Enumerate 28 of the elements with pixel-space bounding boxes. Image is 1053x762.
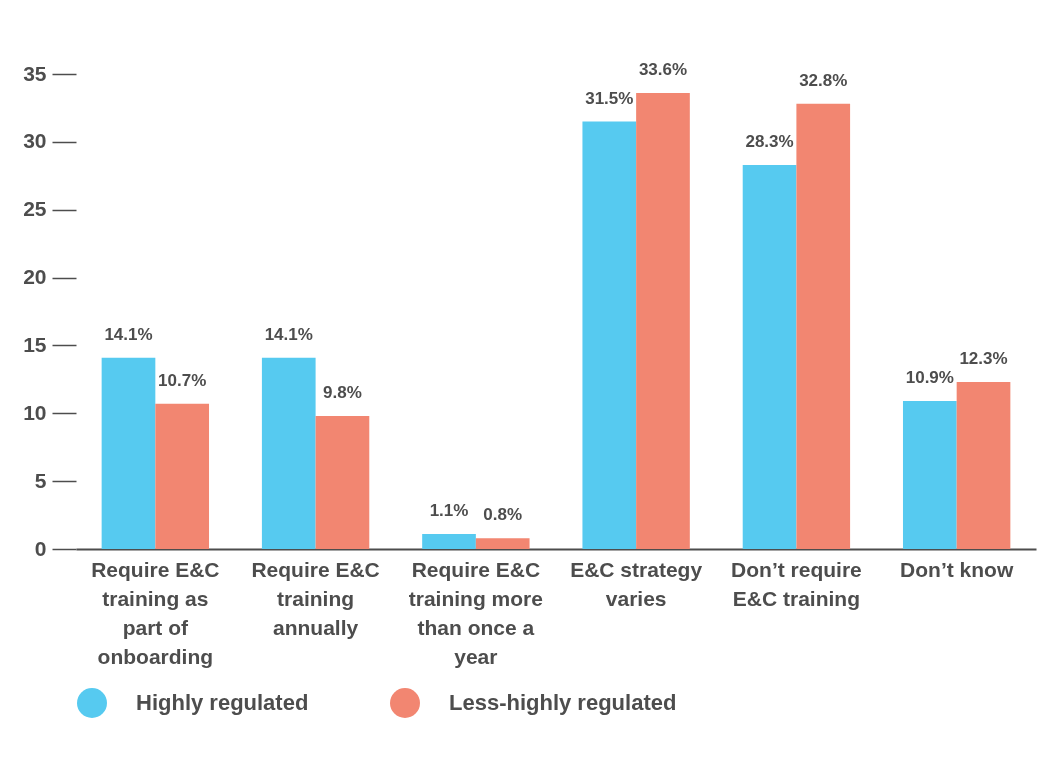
x-tick-label: Require E&C training annually — [251, 557, 380, 639]
data-label: 32.8% — [799, 70, 848, 90]
x-tick-label: Don’t require E&C training — [731, 557, 862, 610]
y-tick-label: 5 — [34, 468, 47, 492]
data-label: 14.1% — [104, 324, 153, 344]
y-tick-label: 20 — [23, 265, 47, 289]
y-tick-label: 30 — [23, 129, 47, 153]
y-tick-label: 0 — [34, 536, 47, 560]
data-label: 0.8% — [483, 505, 523, 525]
x-tick-label: Don’t know — [900, 557, 1014, 581]
x-tick-label: Require E&C training more than once a year — [408, 557, 543, 668]
y-tick-label: 10 — [23, 400, 47, 424]
data-label: 14.1% — [264, 324, 313, 344]
data-label: 1.1% — [429, 501, 469, 521]
data-label: 10.7% — [158, 370, 207, 390]
legend-label: Highly regulated — [136, 690, 309, 715]
legend-label: Less-highly regulated — [449, 690, 677, 715]
x-tick-label: E&C strategy varies — [570, 557, 703, 610]
x-tick-label: Require E&C training as part of onboarding — [91, 557, 220, 668]
data-label: 9.8% — [323, 383, 362, 402]
y-tick-label: 25 — [23, 197, 47, 221]
y-tick-label: 15 — [23, 332, 47, 356]
data-label: 28.3% — [745, 131, 794, 151]
y-tick-label: 35 — [23, 61, 47, 85]
data-label: 31.5% — [585, 88, 634, 108]
data-label: 33.6% — [638, 60, 688, 79]
data-label: 12.3% — [959, 349, 1008, 369]
data-label: 10.9% — [905, 368, 954, 388]
